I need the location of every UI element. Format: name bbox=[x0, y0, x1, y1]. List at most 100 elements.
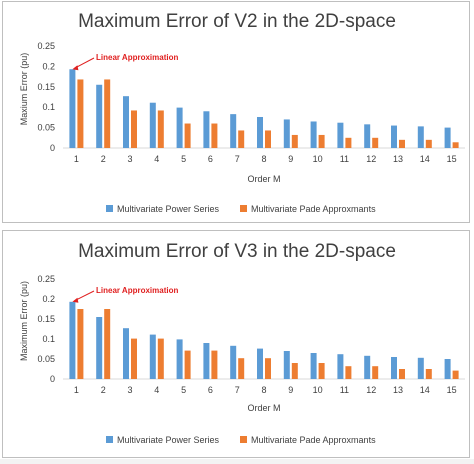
bar-pade-approximants bbox=[104, 79, 111, 148]
bar-pade-approximants bbox=[345, 137, 352, 148]
bar-pade-approximants bbox=[77, 79, 84, 148]
bar-pade-approximants bbox=[399, 369, 405, 379]
x-tick-label: 5 bbox=[181, 385, 186, 395]
y-tick-label: 0.2 bbox=[42, 61, 55, 71]
y-tick-label: 0.05 bbox=[37, 123, 55, 133]
chart-title: Maximum Error of V3 in the 2D-space bbox=[78, 241, 396, 262]
chart-v3: Maximum Error of V3 in the 2D-space 0 0.05… bbox=[19, 241, 465, 445]
x-tick-label: 4 bbox=[154, 154, 159, 164]
bar-power-series bbox=[69, 301, 76, 379]
x-tick-label: 12 bbox=[366, 154, 376, 164]
bar-power-series bbox=[123, 96, 129, 148]
y-tick-label: 0.1 bbox=[42, 334, 55, 344]
legend-swatch-pade-approximants bbox=[240, 205, 247, 212]
y-tick-label: 0 bbox=[50, 143, 55, 153]
bar-pade-approximants bbox=[318, 134, 325, 148]
y-axis-label: Maximum Error (pu) bbox=[19, 281, 29, 361]
x-tick-label: 11 bbox=[340, 154, 349, 164]
annotation-arrowhead bbox=[72, 297, 79, 303]
bar-pade-approximants bbox=[399, 139, 405, 148]
bar-power-series bbox=[123, 328, 129, 379]
x-tick-label: 10 bbox=[313, 154, 323, 164]
x-tick-label: 7 bbox=[235, 154, 240, 164]
bar-pade-approximants bbox=[131, 110, 137, 148]
chart-title: Maximum Error of V2 in the 2D-space bbox=[78, 11, 396, 32]
bar-pade-approximants bbox=[265, 358, 271, 379]
chart-panel-v3: Maximum Error of V3 in the 2D-space 0 0.05… bbox=[2, 230, 470, 458]
bar-power-series bbox=[149, 334, 156, 379]
bar-pade-approximants bbox=[238, 358, 245, 379]
bar-pade-approximants bbox=[184, 350, 191, 379]
x-tick-label: 2 bbox=[101, 385, 106, 395]
bar-power-series bbox=[96, 317, 103, 379]
bar-power-series bbox=[337, 354, 344, 379]
bar-power-series bbox=[203, 343, 210, 379]
x-tick-label: 1 bbox=[74, 154, 79, 164]
bar-power-series bbox=[176, 107, 183, 148]
x-tick-label: 11 bbox=[340, 385, 349, 395]
annotation-text: Linear Approximation bbox=[96, 53, 178, 62]
bar-pade-approximants bbox=[372, 366, 379, 379]
x-tick-label: 15 bbox=[447, 154, 457, 164]
y-tick-label: 0 bbox=[50, 374, 55, 384]
chart-panel-v2: Maximum Error of V2 in the 2D-space 0 0.05… bbox=[2, 1, 470, 223]
annotation-arrowhead bbox=[72, 65, 79, 71]
bar-power-series bbox=[257, 116, 263, 148]
bar-pade-approximants bbox=[452, 370, 459, 379]
bar-pade-approximants bbox=[291, 134, 298, 148]
x-tick-label: 5 bbox=[181, 154, 186, 164]
y-tick-label: 0.2 bbox=[42, 294, 55, 304]
bar-pade-approximants bbox=[211, 350, 218, 379]
bar-pade-approximants bbox=[318, 363, 325, 379]
bar-power-series bbox=[417, 126, 424, 148]
bar-pade-approximants bbox=[265, 130, 271, 148]
bar-power-series bbox=[203, 111, 210, 148]
bar-power-series bbox=[417, 357, 424, 379]
bar-power-series bbox=[283, 119, 290, 148]
legend-label-power-series: Multivariate Power Series bbox=[117, 435, 220, 445]
y-tick-label: 0.1 bbox=[42, 102, 55, 112]
x-tick-label: 13 bbox=[393, 385, 403, 395]
x-axis-label: Order M bbox=[247, 403, 280, 413]
annotation-text: Linear Approximation bbox=[96, 286, 178, 295]
x-tick-label: 8 bbox=[261, 154, 266, 164]
y-tick-label: 0.25 bbox=[37, 274, 55, 284]
bar-power-series bbox=[337, 122, 344, 148]
bar-power-series bbox=[364, 124, 371, 148]
bar-power-series bbox=[444, 127, 451, 148]
x-tick-label: 3 bbox=[127, 385, 132, 395]
bar-power-series bbox=[310, 353, 317, 379]
x-tick-label: 4 bbox=[154, 385, 159, 395]
bar-pade-approximants bbox=[345, 366, 352, 379]
bar-power-series bbox=[310, 121, 317, 148]
x-tick-label: 9 bbox=[288, 385, 293, 395]
x-tick-label: 3 bbox=[127, 154, 132, 164]
bar-power-series bbox=[149, 102, 156, 148]
bar-pade-approximants bbox=[291, 363, 298, 379]
x-tick-label: 14 bbox=[420, 154, 430, 164]
legend-label-pade-approximants: Multivariate Pade Approxmants bbox=[251, 435, 376, 445]
bar-power-series bbox=[391, 357, 397, 379]
y-tick-label: 0.05 bbox=[37, 354, 55, 364]
bar-pade-approximants bbox=[157, 338, 164, 379]
x-tick-label: 12 bbox=[366, 385, 376, 395]
legend-swatch-power-series bbox=[106, 436, 113, 443]
bar-power-series bbox=[257, 348, 263, 379]
legend-swatch-pade-approximants bbox=[240, 436, 247, 443]
y-tick-label: 0.15 bbox=[37, 82, 55, 92]
bar-power-series bbox=[96, 84, 103, 148]
bar-power-series bbox=[391, 125, 397, 148]
bar-pade-approximants bbox=[157, 110, 164, 148]
chart-v2: Maximum Error of V2 in the 2D-space 0 0.05… bbox=[19, 11, 465, 214]
x-tick-label: 8 bbox=[261, 385, 266, 395]
legend-swatch-power-series bbox=[106, 205, 113, 212]
y-tick-label: 0.15 bbox=[37, 314, 55, 324]
bar-power-series bbox=[283, 351, 290, 379]
bar-power-series bbox=[444, 359, 451, 379]
bar-power-series bbox=[230, 114, 237, 148]
bar-pade-approximants bbox=[452, 142, 459, 148]
bar-pade-approximants bbox=[425, 369, 432, 379]
legend-label-power-series: Multivariate Power Series bbox=[117, 204, 220, 214]
x-tick-label: 6 bbox=[208, 385, 213, 395]
x-tick-label: 13 bbox=[393, 154, 403, 164]
